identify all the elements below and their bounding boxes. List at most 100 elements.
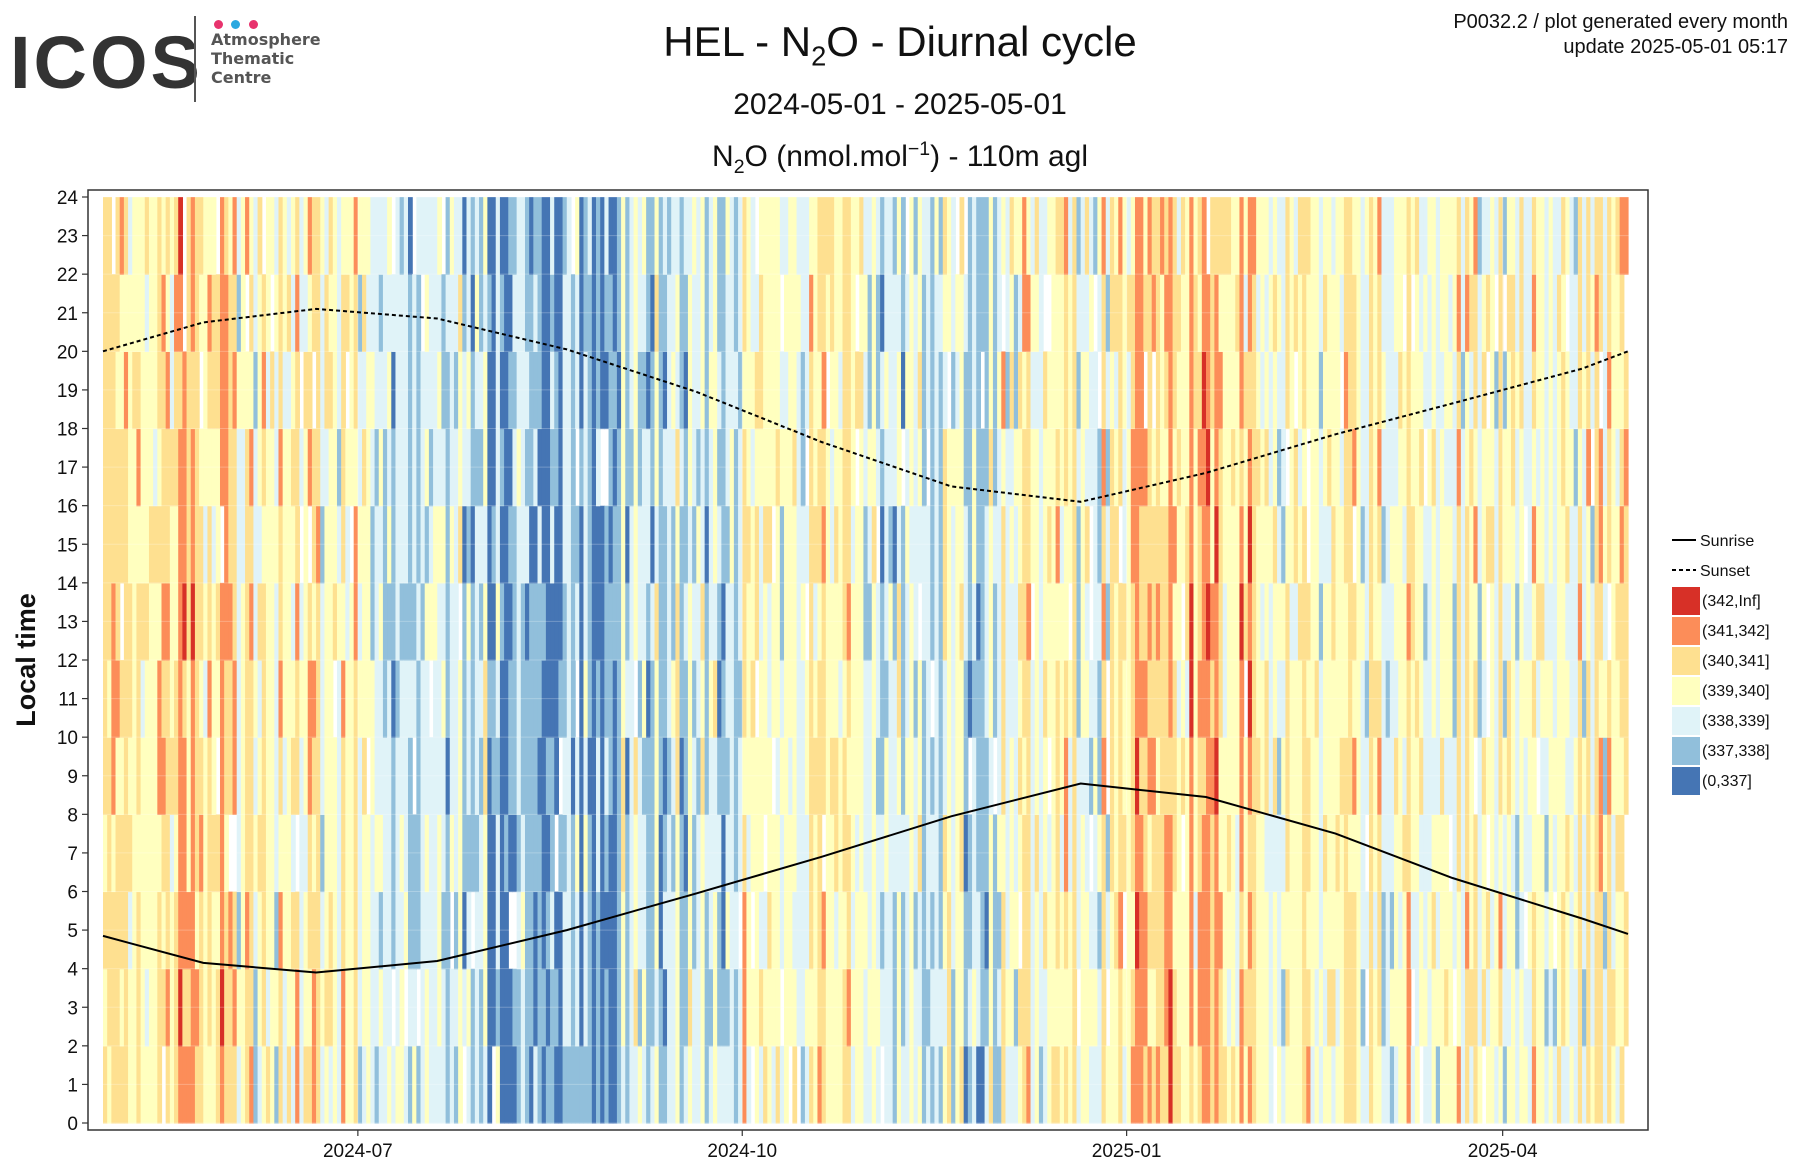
chart-title-part: HEL - N <box>663 18 812 65</box>
heatmap-cell <box>165 814 171 893</box>
heatmap-cell <box>1506 351 1512 430</box>
heatmap-cell <box>1339 274 1345 352</box>
heatmap-cell <box>1494 660 1500 738</box>
heatmap-cell <box>1084 505 1090 584</box>
heatmap-cell <box>1247 197 1253 275</box>
heatmap-cell <box>809 197 814 275</box>
heatmap-cell <box>1435 505 1441 584</box>
heatmap-cell <box>504 891 509 970</box>
heatmap-cell <box>249 582 255 661</box>
heatmap-cell <box>228 351 234 430</box>
heatmap-cell <box>1314 660 1320 738</box>
heatmap-cell <box>524 428 530 507</box>
heatmap-cell <box>575 582 580 661</box>
heatmap-cell <box>771 891 777 970</box>
heatmap-cell <box>1114 505 1119 584</box>
heatmap-cell <box>863 1045 869 1124</box>
heatmap-cell <box>641 582 647 661</box>
heatmap-cell <box>165 737 171 815</box>
heatmap-cell <box>1018 428 1023 507</box>
heatmap-cell <box>896 582 902 661</box>
heatmap-cell <box>884 582 890 661</box>
heatmap-cell <box>1134 197 1140 275</box>
heatmap-cell <box>103 891 108 970</box>
heatmap-cell <box>725 274 731 352</box>
heatmap-cell <box>959 737 965 815</box>
heatmap-cell <box>203 582 209 661</box>
heatmap-cell <box>1565 505 1571 584</box>
heatmap-cell <box>1297 351 1303 430</box>
heatmap-cell <box>1302 274 1307 352</box>
heatmap-cell <box>245 351 250 430</box>
heatmap-cell <box>433 274 438 352</box>
heatmap-cell <box>637 814 643 893</box>
heatmap-cell <box>1444 197 1449 275</box>
heatmap-cell <box>1189 428 1195 507</box>
heatmap-cell <box>696 814 702 893</box>
heatmap-cell <box>508 197 514 275</box>
heatmap-cell <box>913 814 919 893</box>
heatmap-cell <box>967 274 973 352</box>
heatmap-cell <box>1051 968 1057 1047</box>
heatmap-cell <box>545 968 551 1047</box>
heatmap-cell <box>804 891 810 970</box>
heatmap-cell <box>692 197 697 275</box>
heatmap-cell <box>1448 428 1454 507</box>
heatmap-cell <box>1506 582 1512 661</box>
heatmap-cell <box>207 428 213 507</box>
heatmap-cell <box>621 351 626 430</box>
heatmap-cell <box>1197 891 1203 970</box>
heatmap-cell <box>1511 968 1516 1047</box>
heatmap-cell <box>880 351 885 430</box>
heatmap-cell <box>1256 968 1261 1047</box>
heatmap-cell <box>1277 814 1282 893</box>
heatmap-cell <box>1364 660 1370 738</box>
heatmap-cell <box>1615 197 1621 275</box>
heatmap-cell <box>316 505 321 584</box>
heatmap-cell <box>704 582 710 661</box>
heatmap-cell <box>499 197 505 275</box>
heatmap-cell <box>1302 891 1307 970</box>
heatmap-cell <box>1314 428 1320 507</box>
heatmap-cell <box>1005 428 1011 507</box>
heatmap-cell <box>612 428 618 507</box>
heatmap-cell <box>119 1045 125 1124</box>
heatmap-cell <box>190 351 196 430</box>
heatmap-cell <box>1038 814 1044 893</box>
heatmap-cell <box>901 351 906 430</box>
heatmap-cell <box>1385 660 1391 738</box>
heatmap-cell <box>1143 968 1149 1047</box>
heatmap-cell <box>428 351 434 430</box>
heatmap-cell <box>1268 737 1274 815</box>
heatmap-cell <box>1448 968 1454 1047</box>
heatmap-cell <box>295 197 300 275</box>
heatmap-cell <box>1485 968 1491 1047</box>
heatmap-cell <box>412 274 417 352</box>
heatmap-cell <box>169 737 175 815</box>
heatmap-cell <box>972 737 977 815</box>
heatmap-cell <box>1151 814 1157 893</box>
heatmap-cell <box>1431 891 1437 970</box>
heatmap-cell <box>320 582 326 661</box>
heatmap-cell <box>683 968 689 1047</box>
heatmap-cell <box>1030 505 1036 584</box>
heatmap-cell <box>128 582 133 661</box>
heatmap-cell <box>274 428 280 507</box>
heatmap-cell <box>412 1045 417 1124</box>
heatmap-cell <box>1151 428 1157 507</box>
heatmap-cell <box>662 968 668 1047</box>
legend-label: (340,341] <box>1702 653 1770 670</box>
heatmap-cell <box>988 582 994 661</box>
heatmap-cell <box>587 1045 593 1124</box>
heatmap-cell <box>829 505 835 584</box>
heatmap-cell <box>1602 737 1608 815</box>
heatmap-cell <box>491 737 497 815</box>
heatmap-cell <box>1055 351 1061 430</box>
heatmap-cell <box>742 274 748 352</box>
heatmap-cell <box>733 197 739 275</box>
heatmap-cell <box>1465 351 1470 430</box>
heatmap-cell <box>1565 737 1571 815</box>
heatmap-cell <box>880 891 885 970</box>
heatmap-cell <box>437 1045 443 1124</box>
heatmap-cell <box>621 274 626 352</box>
